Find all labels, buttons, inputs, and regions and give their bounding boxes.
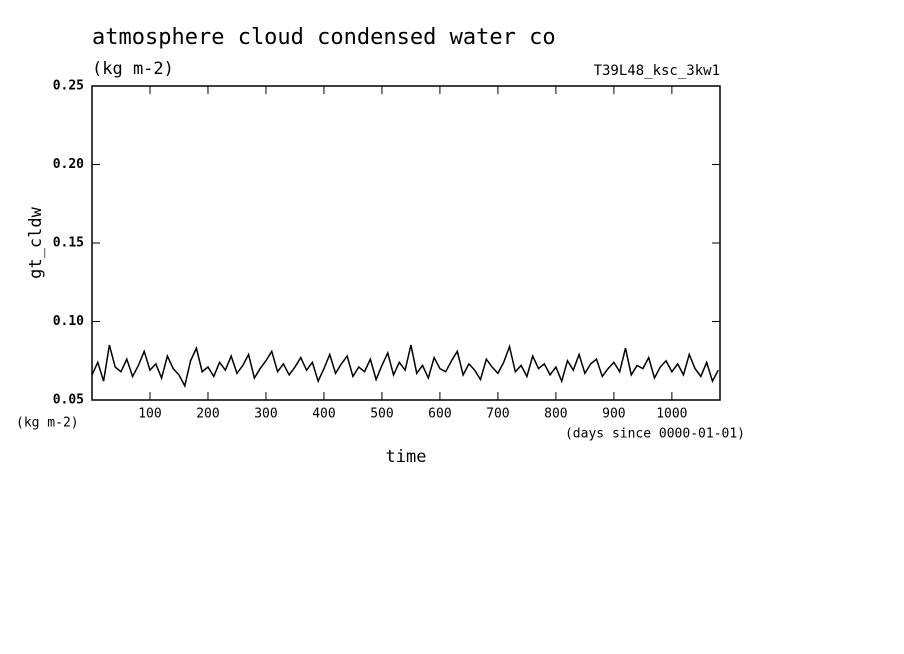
y-tick-label: 0.20 bbox=[53, 157, 84, 172]
x-tick-label: 1000 bbox=[656, 407, 687, 422]
x-tick-label: 300 bbox=[254, 407, 277, 422]
chart-subtitle: (kg m-2) bbox=[92, 59, 174, 79]
data-line bbox=[91, 344, 719, 389]
x-tick-label: 700 bbox=[486, 407, 509, 422]
x-tick-label: 400 bbox=[312, 407, 335, 422]
x-unit: (days since 0000-01-01) bbox=[565, 427, 745, 442]
chart-title: atmosphere cloud condensed water co bbox=[92, 25, 556, 50]
x-tick-label: 800 bbox=[544, 407, 567, 422]
y-unit: (kg m-2) bbox=[16, 416, 79, 431]
x-tick-label: 500 bbox=[370, 407, 393, 422]
y-tick-label: 0.10 bbox=[53, 314, 84, 329]
run-label: T39L48_ksc_3kw1 bbox=[594, 63, 720, 79]
y-tick-label: 0.05 bbox=[53, 393, 84, 408]
x-tick-label: 200 bbox=[196, 407, 219, 422]
x-tick-label: 600 bbox=[428, 407, 451, 422]
y-axis-label: gt_cldw bbox=[26, 206, 46, 278]
x-axis-label: time bbox=[386, 447, 427, 467]
y-tick-label: 0.25 bbox=[53, 79, 84, 94]
y-tick-label: 0.15 bbox=[53, 236, 84, 251]
x-tick-label: 100 bbox=[138, 407, 161, 422]
x-tick-label: 900 bbox=[602, 407, 625, 422]
